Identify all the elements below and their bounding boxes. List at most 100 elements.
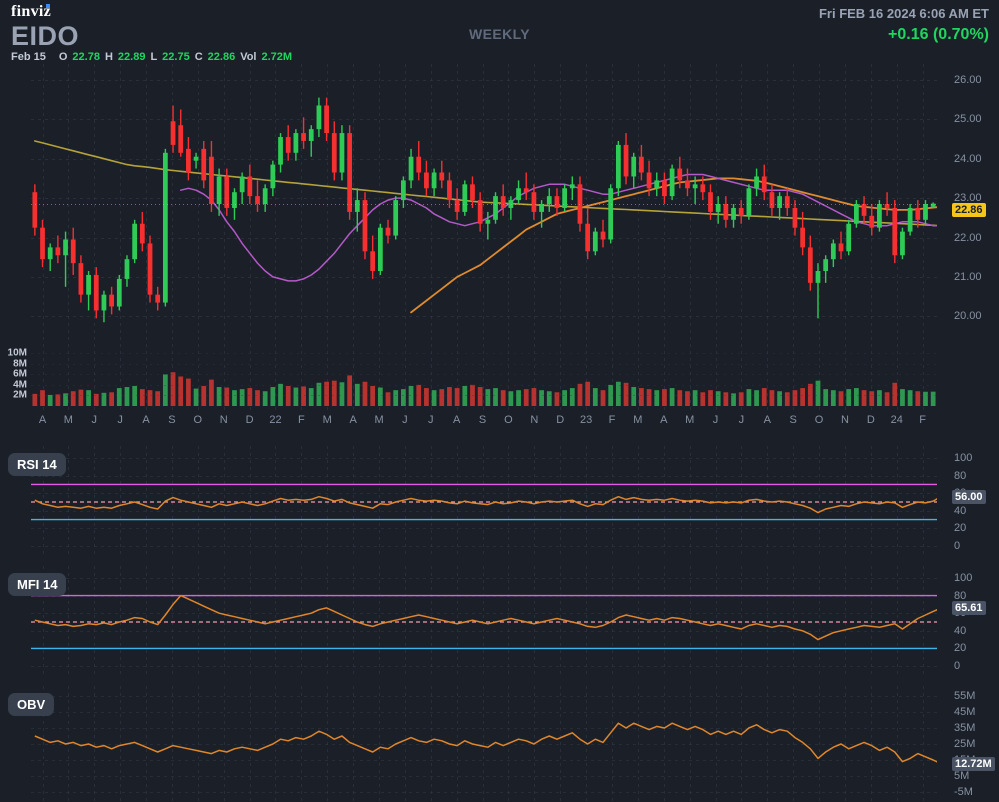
open-value: 22.78 — [72, 51, 100, 63]
x-axis-tick: O — [504, 414, 513, 426]
x-axis-tick: A — [38, 414, 47, 426]
axis-tick-label: 0 — [954, 540, 961, 552]
volume-axis: 10M 8M 6M 4M 2M — [0, 64, 31, 412]
finviz-logo-dot — [46, 4, 50, 8]
price-axis: 26.00 25.00 24.00 23.00 22.00 21.00 20.00 22.86 — [937, 64, 999, 412]
x-axis-tick: M — [685, 414, 695, 426]
x-axis: A M J J A S O N D 22 F M A M J J A S O N D 23 F M A M J J A S O N D 24 F — [31, 414, 937, 436]
x-axis-tick: J — [712, 414, 719, 426]
axis-tick-label: 55M — [954, 690, 976, 702]
axis-tick-label: 25M — [954, 738, 976, 750]
x-axis-tick: N — [219, 414, 228, 426]
volume-value: 2.72M — [261, 51, 293, 63]
mfi-axis: 10080604020065.61 — [937, 566, 999, 678]
axis-tick-label: -5M — [954, 786, 973, 798]
axis-tick-label: 5M — [954, 770, 970, 782]
high-value: 22.89 — [117, 51, 146, 63]
x-axis-tick: F — [919, 414, 926, 426]
mfi-panel[interactable]: MFI 14 10080604020065.61 — [0, 566, 999, 678]
rsi-axis: 10080604020056.00 — [937, 446, 999, 558]
timeframe-label: WEEKLY — [468, 26, 530, 42]
axis-tick-label: 80 — [954, 589, 967, 602]
x-axis-tick: A — [763, 414, 771, 426]
axis-tick-label: 45M — [954, 706, 976, 718]
finviz-logo[interactable]: finviz — [11, 3, 51, 21]
x-axis-tick: M — [374, 414, 384, 426]
x-axis-tick: S — [478, 414, 487, 426]
quote-date: Feb 15 — [11, 51, 46, 63]
x-axis-tick: A — [453, 414, 461, 426]
ticker-symbol: EIDO — [11, 21, 80, 51]
x-axis-tick: S — [789, 414, 797, 426]
rsi-plot-area[interactable] — [31, 446, 937, 558]
x-axis-tick: M — [322, 414, 332, 426]
axis-tick-label: 20 — [954, 522, 967, 535]
mfi-plot-area[interactable] — [31, 566, 937, 678]
axis-tick-label: 23.00 — [954, 192, 982, 205]
x-axis-tick: J — [428, 414, 434, 426]
x-axis-tick: J — [91, 414, 98, 426]
axis-tick-label: 100 — [954, 452, 973, 464]
x-axis-tick: 22 — [269, 414, 282, 426]
low-value: 22.75 — [162, 51, 190, 63]
axis-tick-label: 26.00 — [954, 73, 982, 86]
x-axis-tick: 23 — [579, 414, 593, 426]
x-axis-tick: A — [660, 414, 668, 426]
x-axis-tick: O — [193, 414, 203, 426]
obv-value-badge: 12.72M — [952, 756, 995, 771]
rsi-value-badge: 56.00 — [952, 489, 986, 504]
mfi-panel-label[interactable]: MFI 14 — [8, 573, 67, 596]
x-axis-tick: D — [866, 414, 875, 426]
axis-tick-label: 21.00 — [954, 270, 982, 283]
current-price-badge: 22.86 — [952, 202, 986, 217]
axis-tick-label: 20.00 — [954, 310, 982, 323]
x-axis-tick: M — [633, 414, 643, 426]
x-axis-tick: D — [245, 414, 254, 426]
x-axis-tick: J — [117, 414, 123, 426]
axis-tick-label: 40 — [954, 504, 967, 517]
x-axis-tick: D — [556, 414, 565, 426]
x-axis-tick: A — [349, 414, 357, 426]
obv-plot-area[interactable] — [31, 686, 937, 802]
market-clock: Fri FEB 16 2024 6:06 AM ET — [818, 6, 989, 21]
close-key: C — [194, 51, 203, 63]
finviz-logo-text: finviz — [11, 3, 52, 20]
volume-key: Vol — [240, 51, 257, 63]
chart-header: finviz EIDO WEEKLY Fri FEB 16 2024 6:06 … — [0, 0, 999, 50]
price-plot-area[interactable] — [31, 64, 937, 412]
x-axis-tick: S — [168, 414, 176, 426]
axis-tick-label: 25.00 — [954, 113, 982, 126]
axis-tick-label: 35M — [954, 722, 976, 734]
axis-tick-label: 80 — [954, 469, 967, 482]
mfi-value-badge: 65.61 — [952, 601, 986, 616]
axis-tick-label: 6M — [13, 368, 27, 380]
axis-tick-label: 20 — [954, 642, 967, 655]
axis-tick-label: 10M — [7, 347, 27, 359]
price-change: +0.16 (0.70%) — [888, 26, 989, 43]
x-axis-tick: N — [530, 414, 539, 426]
low-key: L — [150, 51, 158, 63]
axis-tick-label: 8M — [13, 358, 27, 370]
x-axis-tick: F — [297, 414, 305, 426]
close-value: 22.86 — [207, 51, 236, 63]
x-axis-tick: 24 — [890, 414, 903, 426]
axis-tick-label: 40 — [954, 624, 967, 637]
x-axis-tick: J — [738, 414, 745, 426]
axis-tick-label: 0 — [954, 660, 961, 672]
rsi-panel[interactable]: RSI 14 10080604020056.00 — [0, 446, 999, 558]
axis-tick-label: 22.00 — [954, 231, 982, 244]
price-panel[interactable]: 10M 8M 6M 4M 2M 26.00 25.00 24.00 23.00 22.00 21.… — [0, 64, 999, 412]
x-axis-tick: F — [608, 414, 616, 426]
axis-tick-label: 2M — [13, 389, 27, 401]
x-axis-tick: M — [63, 414, 73, 426]
open-key: O — [58, 51, 68, 63]
obv-panel-label[interactable]: OBV — [8, 693, 55, 716]
high-key: H — [104, 51, 113, 63]
rsi-panel-label[interactable]: RSI 14 — [8, 453, 66, 476]
x-axis-tick: A — [142, 414, 150, 426]
axis-tick-label: 100 — [954, 572, 973, 584]
ohlc-quote-row: Feb 15 O 22.78 H 22.89 L 22.75 C 22.86 Vol 2.72M — [11, 51, 297, 63]
